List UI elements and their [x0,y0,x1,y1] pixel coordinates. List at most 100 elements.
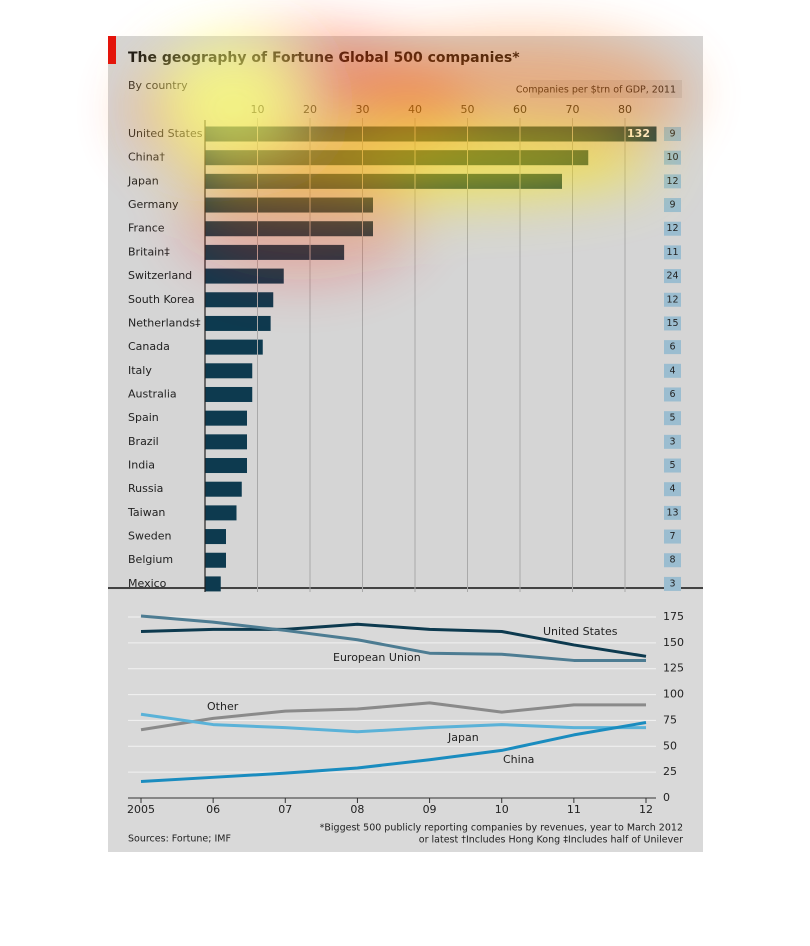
side-value: 5 [669,413,675,424]
sources: Sources: Fortune; IMF [128,834,231,845]
series-label: United States [543,625,618,638]
x-tick-label: 12 [639,803,653,816]
bar [205,150,589,166]
x-tick-label: 70 [566,103,580,116]
category-label: India [128,459,155,472]
y-tick-label: 0 [663,791,670,804]
series-label: China [503,753,534,766]
category-label: Belgium [128,553,173,566]
series-line [140,701,646,732]
side-value: 11 [666,247,678,258]
x-tick-label: 07 [278,803,292,816]
category-label: Switzerland [128,269,192,282]
side-box [664,316,681,331]
side-box [664,458,681,473]
y-tick-label: 50 [663,739,677,752]
x-tick-label: 20 [303,103,317,116]
x-tick-label: 10 [495,803,509,816]
side-value: 3 [669,436,675,447]
category-label: Taiwan [127,506,165,519]
side-box [664,576,681,591]
category-label: Germany [128,198,179,211]
series-label: Other [207,700,239,713]
bar [205,410,247,426]
category-label: Japan [127,174,159,187]
side-value: 9 [669,129,675,140]
side-box [664,174,681,189]
category-label: Britain‡ [128,245,170,258]
bar [205,292,274,308]
y-tick-label: 175 [663,610,684,623]
bar [205,197,373,213]
side-box [664,292,681,307]
red-marker [108,36,116,64]
y-tick-label: 25 [663,765,677,778]
bar [205,363,253,379]
category-label: Canada [128,340,170,353]
line-panel [108,590,703,852]
x-tick-label: 11 [567,803,581,816]
side-box [664,529,681,544]
category-label: China† [128,151,165,164]
side-value: 9 [669,200,675,211]
bar [205,339,263,355]
x-tick-label: 50 [461,103,475,116]
side-header: Companies per $trn of GDP, 2011 [516,85,676,96]
side-value: 8 [669,555,675,566]
x-tick-label: 09 [423,803,437,816]
category-label: Spain [128,411,159,424]
bar [205,126,657,142]
series-line [140,622,647,658]
bar [205,481,242,497]
subtitle: By country [128,79,188,92]
category-label: South Korea [128,293,195,306]
side-box [664,387,681,402]
category-label: Russia [128,482,163,495]
bar [205,244,345,260]
x-tick-label: 2005 [127,803,155,816]
y-tick-label: 150 [663,636,684,649]
category-label: Australia [128,387,177,400]
x-tick-label: 10 [251,103,265,116]
bar [205,529,226,545]
bar [205,434,247,450]
category-label: Brazil [128,435,159,448]
side-value: 12 [666,294,678,305]
side-box [664,198,681,213]
category-label: United States [128,127,203,140]
series-line [140,614,646,662]
side-value: 4 [669,365,675,376]
side-box [664,482,681,497]
side-value: 24 [666,271,678,282]
bar [205,576,221,592]
side-box [664,553,681,568]
category-label: Netherlands‡ [128,316,201,329]
side-value: 12 [666,223,678,234]
series-line [140,712,646,734]
category-label: France [128,222,165,235]
category-label: Sweden [128,530,171,543]
side-value: 7 [669,531,675,542]
value-label: 132 [627,127,650,140]
side-value: 15 [666,318,678,329]
series-line [140,721,647,783]
bar [205,458,247,474]
chart-title: The geography of Fortune Global 500 comp… [128,50,520,66]
bar [205,505,237,521]
x-tick-label: 80 [618,103,632,116]
x-tick-label: 06 [206,803,220,816]
series-label: Japan [447,731,479,744]
bar [205,173,562,189]
x-tick-label: 60 [513,103,527,116]
side-box [664,221,681,236]
bar [205,315,271,331]
x-tick-label: 30 [356,103,370,116]
category-label: Mexico [128,577,167,590]
side-box [664,340,681,355]
side-box [664,411,681,426]
series-label: European Union [333,651,421,664]
bar [205,268,284,284]
side-value: 10 [666,152,678,163]
